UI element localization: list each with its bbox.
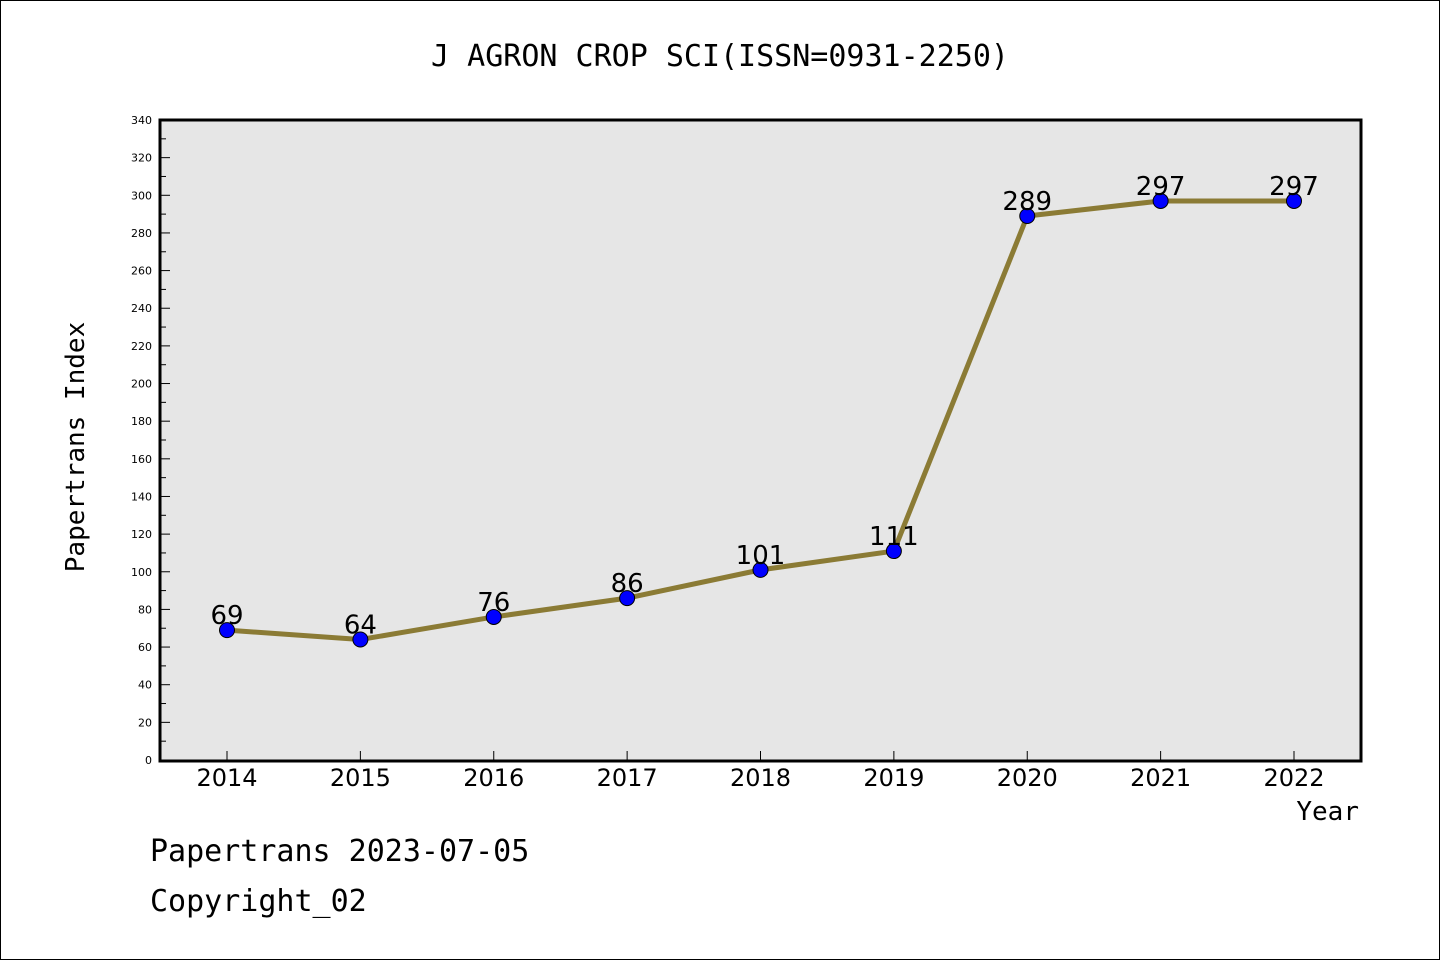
data-label: 297 — [1269, 172, 1319, 202]
y-tick-label: 180 — [131, 415, 152, 428]
x-tick-label: 2015 — [330, 764, 391, 792]
data-label: 69 — [210, 601, 243, 631]
x-axis-label: Year — [1296, 797, 1359, 827]
series-markers — [219, 192, 1302, 648]
y-tick-label: 280 — [131, 227, 152, 240]
data-point — [885, 543, 902, 560]
y-tick-label: 0 — [145, 754, 152, 767]
y-tick-label: 40 — [138, 679, 152, 692]
y-tick-label: 300 — [131, 189, 152, 202]
data-label: 76 — [477, 588, 510, 618]
data-point — [1152, 192, 1169, 209]
x-tick-label: 2020 — [997, 764, 1058, 792]
y-tick-label: 320 — [131, 152, 152, 165]
footer-source-date: Papertrans 2023-07-05 — [150, 834, 530, 869]
x-tick-label: 2014 — [196, 764, 257, 792]
chart-title: J AGRON CROP SCI(ISSN=0931-2250) — [431, 39, 1009, 74]
x-tick-label: 2017 — [597, 764, 658, 792]
data-point — [1019, 208, 1036, 224]
y-tick-label: 20 — [138, 716, 152, 729]
y-tick-label: 240 — [131, 302, 152, 315]
plot-area — [158, 118, 1363, 763]
data-point — [485, 608, 502, 625]
y-tick-label: 80 — [138, 603, 152, 616]
y-tick-label: 340 — [131, 114, 152, 127]
y-tick-label: 220 — [131, 340, 152, 353]
x-tick-label: 2018 — [730, 764, 791, 792]
x-tick-label: 2022 — [1263, 764, 1324, 792]
y-axis-label: Papertrans Index — [61, 322, 91, 572]
y-tick-label: 60 — [138, 641, 152, 654]
y-tick-label: 140 — [131, 490, 152, 503]
data-label: 86 — [611, 569, 644, 599]
x-tick-label: 2016 — [463, 764, 524, 792]
data-label: 64 — [344, 611, 377, 641]
data-point — [1286, 192, 1302, 209]
y-tick-label: 260 — [131, 265, 152, 278]
y-tick-label: 160 — [131, 453, 152, 466]
data-label: 111 — [869, 522, 919, 552]
data-label: 101 — [736, 541, 786, 571]
footer-copyright: Copyright_02 — [150, 884, 367, 919]
x-axis-ticks: 2014 2015 2016 2017 2018 2019 2020 2021 2022 — [196, 751, 1325, 792]
x-tick-label: 2019 — [863, 764, 924, 792]
y-tick-label: 100 — [131, 566, 152, 579]
data-point — [752, 561, 769, 578]
data-label: 289 — [1002, 187, 1052, 217]
data-point — [619, 590, 636, 607]
y-tick-label: 120 — [131, 528, 152, 541]
data-point — [352, 631, 369, 648]
x-tick-label: 2021 — [1130, 764, 1191, 792]
data-point — [219, 622, 235, 639]
data-label: 297 — [1136, 172, 1186, 202]
y-tick-label: 200 — [131, 378, 152, 391]
data-labels: 69 64 76 86 101 111 289 297 297 — [210, 172, 1318, 641]
y-axis-ticks: 0 20 40 60 80 100 120 140 160 180 200 220 240 260 280 3… — [131, 114, 170, 767]
